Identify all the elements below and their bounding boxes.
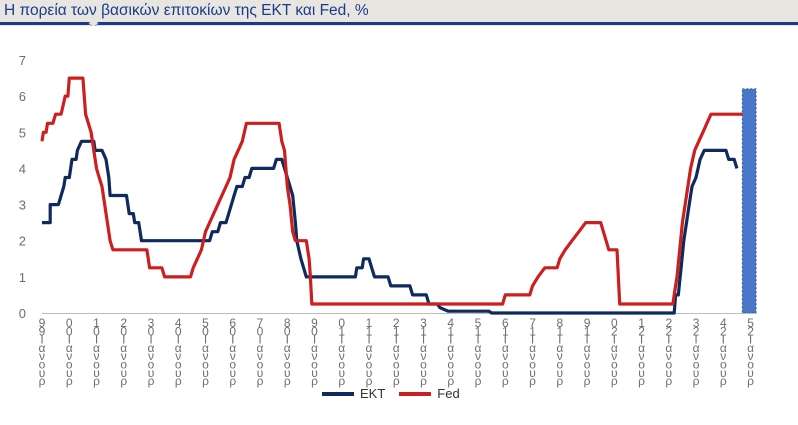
series-layer [40, 76, 743, 315]
chart-legend: ΕΚΤ Fed [322, 386, 460, 401]
legend-swatch-ekt [322, 391, 354, 396]
y-tick-label: 2 [19, 234, 26, 249]
y-axis: 0 1 2 3 4 5 6 7 [19, 53, 26, 321]
legend-item-fed: Fed [399, 386, 460, 401]
legend-item-ekt: ΕΚΤ [322, 386, 385, 401]
legend-label-ekt: ΕΚΤ [360, 386, 386, 401]
legend-label-fed: Fed [437, 386, 460, 401]
legend-swatch-fed [399, 391, 432, 396]
title-underline [0, 22, 798, 25]
y-tick-label: 1 [19, 270, 26, 285]
series-line-ekt [42, 139, 739, 315]
y-tick-label: 5 [19, 125, 26, 140]
y-tick-label: 0 [19, 306, 26, 321]
y-tick-label: 7 [19, 53, 26, 68]
forecast-shade-layer [741, 88, 757, 314]
series-line-fed [40, 76, 743, 306]
y-tick-label: 6 [19, 89, 26, 104]
chart-title: Η πορεία των βασικών επιτοκίων της ΕΚΤ κ… [4, 2, 369, 19]
forecast-shade [741, 88, 757, 314]
y-tick-label: 4 [19, 161, 26, 176]
y-tick-label: 3 [19, 198, 26, 213]
